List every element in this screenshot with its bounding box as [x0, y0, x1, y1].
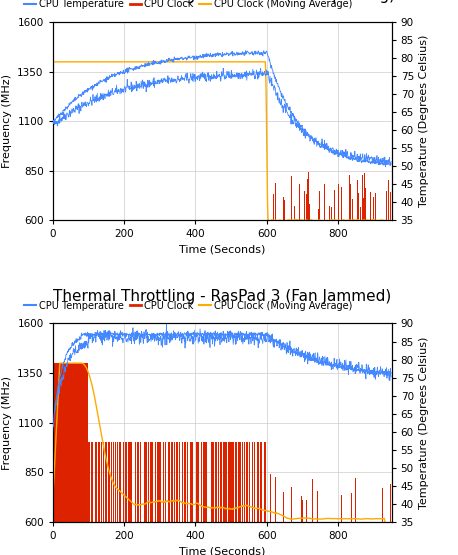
- Y-axis label: Temperature (Degrees Celsius): Temperature (Degrees Celsius): [420, 35, 430, 208]
- Y-axis label: Temperature (Degrees Celsius): Temperature (Degrees Celsius): [420, 336, 430, 509]
- X-axis label: Time (Seconds): Time (Seconds): [179, 245, 265, 255]
- Text: Thermal Throttling - RasPad 3 (Fan Jammed): Thermal Throttling - RasPad 3 (Fan Jamme…: [53, 289, 391, 304]
- X-axis label: Time (Seconds): Time (Seconds): [179, 546, 265, 555]
- Legend: CPU Temperature, CPU Clock, CPU Clock (Moving Average): CPU Temperature, CPU Clock, CPU Clock (M…: [20, 0, 356, 13]
- Text: Thermal Throttling - RasPad 3 (Fan Spinning): Thermal Throttling - RasPad 3 (Fan Spinn…: [53, 0, 395, 3]
- Y-axis label: Frequency (MHz): Frequency (MHz): [2, 74, 12, 168]
- Legend: CPU Temperature, CPU Clock, CPU Clock (Moving Average): CPU Temperature, CPU Clock, CPU Clock (M…: [20, 297, 356, 315]
- Y-axis label: Frequency (MHz): Frequency (MHz): [2, 376, 12, 470]
